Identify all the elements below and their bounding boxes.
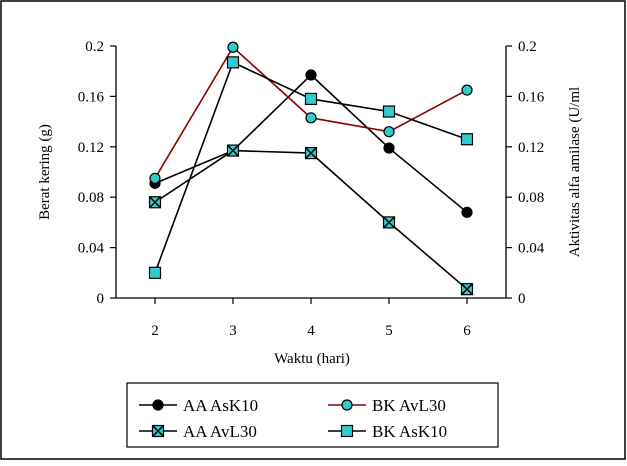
data-point [461,84,473,96]
legend-label: AA AvL30 [183,422,257,441]
data-point [382,105,396,118]
y-left-tick-label: 0.2 [85,39,104,55]
legend-item: BK AvL30 [328,396,446,415]
data-point [227,41,239,53]
data-point [148,266,162,279]
legend-label: AA AsK10 [183,396,258,415]
data-point [304,92,318,106]
marker-cross [148,196,162,209]
y-left-tick-label: 0.12 [78,140,104,156]
y-axis-left-label: Berat kering (g) [37,124,53,220]
y-left-tick-label: 0.04 [78,241,105,257]
legend-item: BK AsK10 [328,422,447,441]
x-tick-label: 4 [307,323,315,339]
data-point [149,172,161,184]
legend-box [126,382,499,448]
y-right-tick-label: 0.2 [518,39,537,55]
data-point [226,56,240,69]
data-point [305,69,317,81]
data-point [305,112,317,124]
legend-label: BK AsK10 [372,422,447,441]
y-right-tick-label: 0.08 [518,190,544,206]
marker-cross [304,147,318,160]
legend-marker [151,424,165,438]
data-point [460,283,474,296]
legend: AA AsK10 BK AvL30 AA AvL30 BK AsK10 [126,382,499,448]
marker-cross [226,144,240,157]
legend-marker [340,424,354,438]
y-right-tick-label: 0.12 [518,140,544,156]
data-point [460,133,474,146]
y-left-tick-label: 0.16 [78,89,105,105]
x-tick-label: 2 [151,323,159,339]
series-layer [148,41,474,296]
legend-marker [152,399,164,411]
legend-item: AA AsK10 [139,396,258,415]
x-tick-label: 5 [385,323,393,339]
data-point [461,206,473,218]
legend-label: BK AvL30 [372,396,446,415]
y-left-tick-label: 0 [97,291,105,307]
data-point [148,196,162,209]
data-point [383,142,395,154]
marker-cross [151,424,165,438]
y-right-tick-label: 0 [518,291,526,307]
y-left-tick-label: 0.08 [78,190,104,206]
data-point [383,126,395,138]
x-tick-label: 3 [229,323,237,339]
x-tick-label: 6 [463,323,471,339]
data-point [226,144,240,157]
marker-cross [460,283,474,296]
series-4 [148,56,474,279]
legend-item: AA AvL30 [139,422,257,441]
series-3 [148,144,474,296]
y-right-tick-label: 0.16 [518,89,545,105]
data-point [304,147,318,160]
x-axis-label: Waktu (hari) [274,351,350,367]
legend-marker [341,399,353,411]
axes-layer: 0 0.04 0.08 0.12 0.16 0.2 0 0.04 0.08 0.12 0.16 0.2… [78,39,545,339]
y-right-tick-label: 0.04 [518,241,545,257]
y-axis-right-label: Aktivitas alfa amilase (U/ml [567,87,583,257]
series-2 [149,41,473,184]
marker-cross [382,216,396,229]
data-point [382,216,396,229]
